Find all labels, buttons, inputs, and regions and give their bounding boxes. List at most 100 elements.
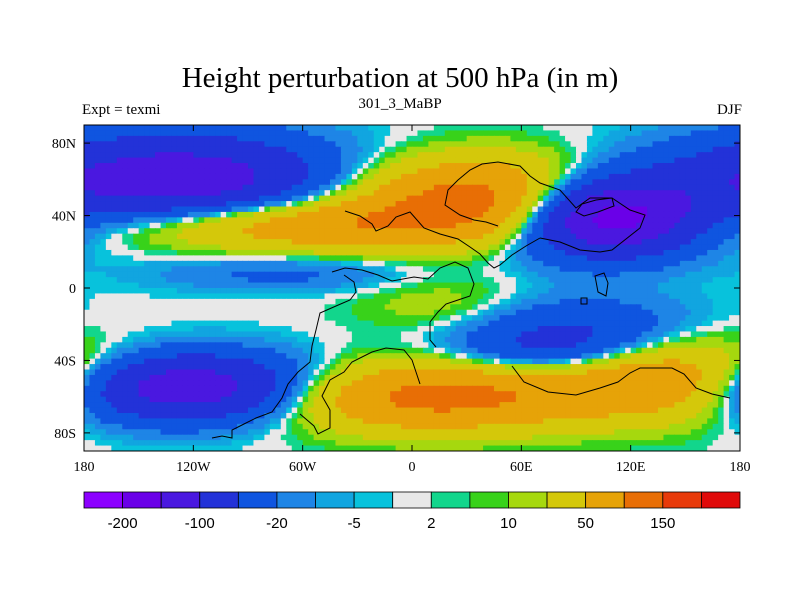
heatmap-cell (215, 195, 222, 202)
heatmap-cell (264, 141, 271, 148)
heatmap-cell (608, 157, 615, 164)
heatmap-cell (220, 342, 227, 349)
heatmap-cell (116, 239, 123, 246)
heatmap-cell (127, 288, 134, 295)
heatmap-cell (450, 125, 457, 132)
heatmap-cell (237, 130, 244, 137)
heatmap-cell (647, 326, 654, 333)
heatmap-cell (155, 298, 162, 305)
heatmap-cell (455, 326, 462, 333)
heatmap-cell (444, 135, 451, 142)
heatmap-cell (379, 130, 386, 137)
heatmap-cell (171, 288, 178, 295)
heatmap-cell (340, 249, 347, 256)
heatmap-cell (554, 211, 561, 218)
heatmap-cell (160, 146, 167, 153)
heatmap-cell (494, 163, 501, 170)
heatmap-cell (166, 244, 173, 251)
heatmap-cell (679, 233, 686, 240)
heatmap-cell (483, 315, 490, 322)
heatmap-cell (226, 260, 233, 267)
heatmap-cell (182, 179, 189, 186)
heatmap-cell (198, 293, 205, 300)
heatmap-cell (515, 146, 522, 153)
heatmap-cell (614, 184, 621, 191)
heatmap-cell (275, 217, 282, 224)
heatmap-cell (138, 146, 145, 153)
heatmap-cell (439, 173, 446, 180)
heatmap-cell (592, 320, 599, 327)
heatmap-cell (330, 298, 337, 305)
heatmap-cell (422, 260, 429, 267)
heatmap-cell (466, 320, 473, 327)
heatmap-cell (182, 173, 189, 180)
heatmap-cell (155, 190, 162, 197)
heatmap-cell (231, 195, 238, 202)
heatmap-cell (144, 211, 151, 218)
heatmap-cell (335, 336, 342, 343)
heatmap-cell (204, 309, 211, 316)
heatmap-cell (554, 125, 561, 132)
heatmap-cell (477, 163, 484, 170)
heatmap-cell (412, 125, 419, 132)
heatmap-cell (570, 293, 577, 300)
heatmap-cell (330, 125, 337, 132)
heatmap-cell (494, 157, 501, 164)
heatmap-cell (690, 336, 697, 343)
heatmap-cell (696, 179, 703, 186)
heatmap-cell (324, 331, 331, 338)
heatmap-cell (193, 168, 200, 175)
heatmap-cell (707, 130, 714, 137)
heatmap-cell (663, 135, 670, 142)
heatmap-cell (718, 206, 725, 213)
heatmap-cell (155, 201, 162, 208)
heatmap-cell (368, 201, 375, 208)
heatmap-cell (450, 331, 457, 338)
heatmap-cell (472, 163, 479, 170)
heatmap-cell (237, 266, 244, 273)
heatmap-cell (297, 336, 304, 343)
heatmap-cell (636, 342, 643, 349)
heatmap-cell (373, 141, 380, 148)
heatmap-cell (712, 298, 719, 305)
heatmap-cell (581, 130, 588, 137)
heatmap-cell (297, 211, 304, 218)
heatmap-cell (537, 315, 544, 322)
heatmap-cell (455, 217, 462, 224)
heatmap-cell (696, 277, 703, 284)
heatmap-cell (494, 266, 501, 273)
heatmap-cell (308, 190, 315, 197)
heatmap-cell (384, 152, 391, 159)
heatmap-cell (433, 326, 440, 333)
heatmap-cell (532, 125, 539, 132)
heatmap-cell (444, 271, 451, 278)
heatmap-cell (226, 211, 233, 218)
heatmap-cell (576, 320, 583, 327)
heatmap-cell (302, 190, 309, 197)
heatmap-cell (176, 342, 183, 349)
heatmap-cell (504, 304, 511, 311)
heatmap-cell (144, 179, 151, 186)
heatmap-cell (712, 282, 719, 289)
heatmap-cell (510, 152, 517, 159)
heatmap-cell (636, 130, 643, 137)
heatmap-cell (242, 304, 249, 311)
heatmap-cell (679, 309, 686, 316)
heatmap-cell (368, 141, 375, 148)
heatmap-cell (543, 293, 550, 300)
heatmap-cell (94, 163, 101, 170)
heatmap-cell (439, 336, 446, 343)
heatmap-cell (373, 125, 380, 132)
heatmap-cell (286, 217, 293, 224)
heatmap-cell (319, 336, 326, 343)
heatmap-cell (187, 217, 194, 224)
heatmap-cell (319, 135, 326, 142)
heatmap-cell (84, 326, 91, 333)
heatmap-cell (444, 326, 451, 333)
heatmap-cell (576, 135, 583, 142)
heatmap-cell (444, 228, 451, 235)
heatmap-cell (384, 266, 391, 273)
heatmap-cell (100, 168, 107, 175)
heatmap-cell (111, 190, 118, 197)
heatmap-cell (712, 157, 719, 164)
